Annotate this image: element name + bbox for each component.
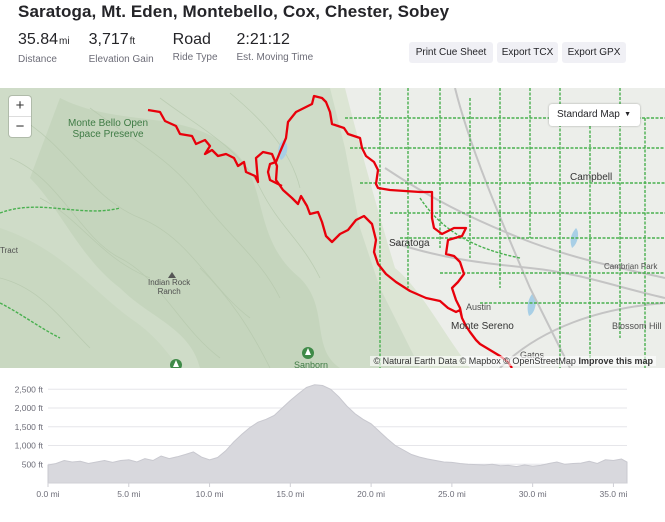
map-label-indian-rock-line1: Indian Rock xyxy=(148,278,191,287)
route-map[interactable]: + − Standard Map ▼ Monte Bello Open Spac… xyxy=(0,88,665,368)
y-tick-label: 2,000 ft xyxy=(15,403,44,413)
x-tick-label: 35.0 mi xyxy=(599,489,627,499)
y-tick-label: 1,500 ft xyxy=(15,422,44,432)
map-attribution: © Natural Earth Data © Mapbox © OpenStre… xyxy=(370,356,656,366)
stat-moving-time-value: 2:21:12 xyxy=(236,31,290,48)
map-label-blossom-hill: Blossom Hill xyxy=(612,321,662,331)
map-label-tract: Tract xyxy=(0,246,18,255)
stat-distance-value: 35.84 xyxy=(18,31,59,48)
map-style-label: Standard Map xyxy=(557,109,620,120)
map-style-selector[interactable]: Standard Map ▼ xyxy=(549,104,640,126)
map-label-monte-bello-line2: Space Preserve xyxy=(72,129,144,140)
map-label-indian-rock-line2: Ranch xyxy=(157,287,181,296)
route-stats: 35.84mi Distance 3,717ft Elevation Gain … xyxy=(18,30,332,65)
route-line xyxy=(147,94,513,368)
route-title: Saratoga, Mt. Eden, Montebello, Cox, Che… xyxy=(18,2,450,21)
zoom-controls: + − xyxy=(9,96,31,137)
attribution-text[interactable]: © Natural Earth Data © Mapbox © OpenStre… xyxy=(373,356,576,366)
stat-elevation-value: 3,717 xyxy=(88,31,129,48)
stat-elevation-unit: ft xyxy=(129,36,136,47)
zoom-in-button[interactable]: + xyxy=(15,97,25,114)
map-label-sanborn: Sanborn xyxy=(294,360,329,368)
stat-ride-type: Road Ride Type xyxy=(173,30,218,65)
x-tick-label: 20.0 mi xyxy=(357,489,385,499)
map-label-campbell: Campbell xyxy=(570,172,613,183)
x-tick-label: 5.0 mi xyxy=(117,489,140,499)
stat-ride-type-label: Ride Type xyxy=(172,52,218,63)
x-tick-label: 25.0 mi xyxy=(438,489,466,499)
map-label-saratoga: Saratoga xyxy=(389,238,430,249)
y-tick-label: 500 ft xyxy=(22,459,44,469)
stat-distance-label: Distance xyxy=(18,54,57,65)
export-tcx-button[interactable]: Export TCX xyxy=(497,42,558,63)
map-label-cambrian-park: Cambrian Park xyxy=(604,262,658,271)
map-label-austin: Austin xyxy=(466,302,492,312)
zoom-out-button[interactable]: − xyxy=(9,116,31,137)
map-label-monte-sereno: Monte Sereno xyxy=(451,321,514,332)
y-tick-label: 1,000 ft xyxy=(15,441,44,451)
map-canvas[interactable] xyxy=(0,88,665,368)
x-tick-label: 15.0 mi xyxy=(276,489,304,499)
park-marker-icon xyxy=(170,359,182,368)
map-label-monte-bello: Monte Bello Open Space Preserve xyxy=(68,118,148,140)
export-gpx-button[interactable]: Export GPX xyxy=(562,42,626,63)
map-label-los-gatos: Gatos xyxy=(520,350,545,360)
stat-distance-unit: mi xyxy=(59,36,70,47)
stat-ride-type-value: Road xyxy=(172,31,211,48)
caret-down-icon: ▼ xyxy=(624,111,631,118)
stat-distance: 35.84mi Distance xyxy=(18,30,70,65)
park-marker-icon xyxy=(302,347,314,359)
x-tick-label: 10.0 mi xyxy=(196,489,224,499)
peak-marker-icon xyxy=(168,272,176,278)
y-tick-label: 2,500 ft xyxy=(15,384,44,394)
elevation-area xyxy=(47,384,628,484)
elevation-chart[interactable]: 500 ft 1,000 ft 1,500 ft 2,000 ft 2,500 ft 0.… xyxy=(0,372,665,517)
x-tick-label: 30.0 mi xyxy=(519,489,547,499)
elevation-profile[interactable]: 500 ft 1,000 ft 1,500 ft 2,000 ft 2,500 ft 0.… xyxy=(0,372,665,517)
stat-moving-time-label: Est. Moving Time xyxy=(236,52,314,63)
improve-map-link[interactable]: Improve this map xyxy=(578,356,653,366)
map-label-indian-rock: Indian Rock Ranch xyxy=(148,278,190,296)
stat-elevation: 3,717ft Elevation Gain xyxy=(89,30,154,65)
map-label-monte-bello-line1: Monte Bello Open xyxy=(68,118,149,129)
print-cue-sheet-button[interactable]: Print Cue Sheet xyxy=(409,42,493,63)
stat-elevation-label: Elevation Gain xyxy=(88,54,154,65)
x-tick-label: 0.0 mi xyxy=(36,489,59,499)
stat-moving-time: 2:21:12 Est. Moving Time xyxy=(237,30,314,65)
